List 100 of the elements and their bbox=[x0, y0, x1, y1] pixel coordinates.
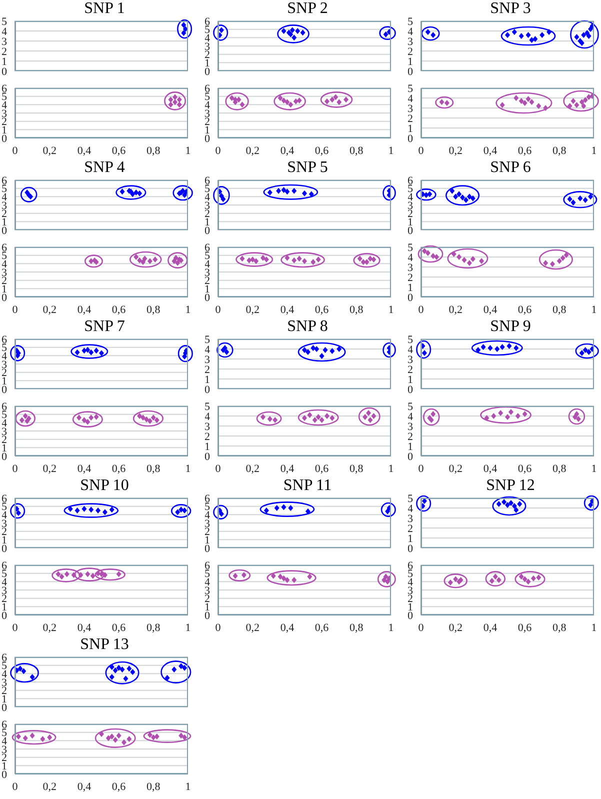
point bbox=[425, 250, 430, 256]
x-tick-label: 0 bbox=[418, 462, 424, 475]
y-tick-label: 0 bbox=[408, 542, 414, 555]
point bbox=[302, 190, 307, 196]
point bbox=[586, 94, 592, 100]
point bbox=[47, 734, 52, 740]
chart-title: SNP 12 bbox=[485, 477, 536, 494]
point bbox=[290, 27, 295, 34]
point bbox=[220, 196, 226, 202]
point bbox=[168, 102, 174, 108]
point bbox=[451, 251, 456, 257]
point bbox=[284, 188, 290, 195]
x-tick-label: 0 bbox=[215, 462, 222, 475]
point bbox=[40, 736, 46, 742]
point bbox=[281, 28, 286, 34]
point bbox=[522, 411, 528, 417]
point bbox=[543, 105, 548, 111]
x-tick-label: 0,8 bbox=[350, 304, 364, 316]
point bbox=[116, 732, 122, 739]
x-tick-label: 0 bbox=[215, 144, 222, 157]
x-tick-label: 0,2 bbox=[448, 304, 462, 316]
point bbox=[172, 94, 178, 100]
y-tick-label: 1 bbox=[408, 282, 413, 294]
y-tick-label: 0 bbox=[2, 610, 8, 622]
point bbox=[422, 350, 427, 356]
point bbox=[181, 30, 186, 36]
x-tick-label: 0,2 bbox=[246, 622, 260, 634]
x-tick-label: 1 bbox=[388, 144, 394, 157]
point bbox=[586, 33, 592, 39]
y-tick-label: 1 bbox=[408, 374, 413, 386]
y-tick-label: 4 bbox=[204, 344, 210, 356]
y-tick-label: 0 bbox=[408, 450, 414, 463]
point bbox=[292, 34, 297, 41]
point bbox=[126, 736, 132, 742]
point bbox=[30, 732, 35, 739]
point bbox=[182, 734, 188, 740]
point bbox=[164, 674, 170, 681]
point bbox=[470, 195, 476, 202]
point bbox=[453, 194, 458, 200]
point bbox=[74, 349, 80, 356]
y-tick-label: 1 bbox=[204, 374, 210, 386]
point bbox=[330, 415, 335, 421]
point bbox=[264, 508, 269, 514]
point bbox=[476, 347, 481, 353]
y-tick-label: 5 bbox=[204, 400, 210, 413]
point bbox=[112, 736, 118, 743]
x-tick-label: 0,4 bbox=[77, 780, 92, 793]
x-tick-label: 0,6 bbox=[314, 462, 330, 475]
x-tick-label: 0,8 bbox=[552, 462, 567, 475]
point bbox=[281, 504, 286, 510]
point bbox=[463, 197, 468, 203]
x-tick-label: 0,8 bbox=[146, 462, 161, 475]
point bbox=[466, 260, 472, 266]
x-tick-label: 0,4 bbox=[280, 462, 295, 475]
x-tick-label: 0,6 bbox=[112, 144, 126, 157]
point bbox=[425, 29, 430, 35]
point bbox=[506, 343, 512, 349]
x-tick-label: 0 bbox=[418, 144, 424, 157]
y-tick-label: 4 bbox=[204, 410, 210, 423]
chart-title: SNP 13 bbox=[79, 636, 130, 653]
x-tick-label: 1 bbox=[185, 780, 191, 793]
point bbox=[333, 94, 338, 100]
point bbox=[505, 502, 510, 508]
y-tick-label: 2 bbox=[408, 430, 413, 443]
point bbox=[293, 98, 298, 104]
point bbox=[518, 33, 524, 39]
x-tick-label: 1 bbox=[591, 462, 597, 475]
point bbox=[532, 36, 538, 42]
x-tick-label: 0,6 bbox=[112, 304, 126, 316]
point bbox=[109, 734, 114, 740]
y-tick-label: 0 bbox=[204, 66, 210, 78]
point bbox=[288, 102, 294, 108]
y-tick-label: 1 bbox=[408, 440, 413, 453]
point bbox=[462, 257, 467, 263]
y-tick-label: 0 bbox=[2, 132, 8, 145]
y-tick-label: 0 bbox=[408, 132, 414, 145]
point bbox=[460, 194, 466, 200]
chart-title: SNP 1 bbox=[83, 0, 126, 17]
chart-title: SNP 7 bbox=[83, 318, 126, 335]
point bbox=[336, 346, 342, 352]
x-tick-label: 1 bbox=[591, 144, 597, 157]
y-tick-label: 0 bbox=[408, 610, 414, 622]
point bbox=[567, 196, 572, 202]
point bbox=[546, 29, 552, 35]
x-tick-label: 0,6 bbox=[112, 462, 126, 475]
x-tick-label: 0,2 bbox=[42, 780, 56, 793]
point bbox=[512, 503, 517, 509]
chart-title: SNP 2 bbox=[286, 0, 329, 17]
point bbox=[517, 501, 522, 507]
y-tick-label: 0 bbox=[204, 384, 210, 396]
point bbox=[556, 258, 562, 264]
point bbox=[480, 344, 486, 350]
y-tick-label: 3 bbox=[408, 420, 414, 433]
x-tick-label: 1 bbox=[185, 144, 191, 157]
x-tick-label: 0,8 bbox=[350, 462, 364, 475]
y-tick-label: 1 bbox=[408, 532, 413, 545]
point bbox=[126, 666, 132, 672]
point bbox=[330, 96, 335, 103]
x-tick-label: 0 bbox=[12, 780, 18, 793]
point bbox=[307, 412, 312, 418]
